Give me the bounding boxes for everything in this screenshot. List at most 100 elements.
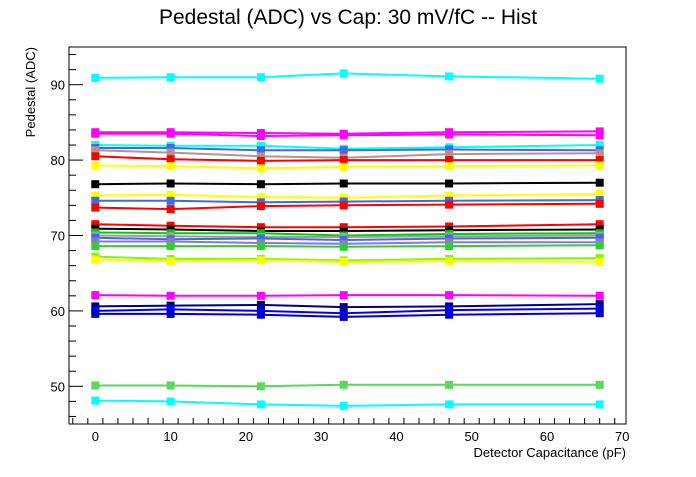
data-point <box>595 300 604 309</box>
series-line <box>95 234 600 238</box>
series-7 <box>91 152 604 165</box>
x-tick-label: 70 <box>615 429 629 444</box>
data-point <box>595 304 604 313</box>
data-point <box>445 291 454 300</box>
data-point <box>445 156 454 165</box>
data-point <box>595 74 604 83</box>
data-point <box>91 180 100 189</box>
data-point <box>166 144 175 152</box>
data-point <box>166 196 175 205</box>
series-line <box>95 303 600 309</box>
data-point <box>595 149 604 158</box>
data-point <box>91 129 100 138</box>
series-line <box>95 399 600 407</box>
series-line <box>95 227 600 232</box>
data-point <box>595 178 604 187</box>
x-tick-label: 20 <box>239 429 253 444</box>
data-point <box>339 303 348 312</box>
data-point <box>256 382 265 391</box>
data-point <box>256 193 265 201</box>
data-point <box>445 72 454 81</box>
data-point <box>445 200 454 209</box>
data-point <box>445 380 454 389</box>
data-point <box>256 242 265 251</box>
chart-title: Pedestal (ADC) vs Cap: 30 mV/fC -- Hist <box>159 6 537 29</box>
data-point <box>595 309 604 318</box>
series-line <box>95 244 600 248</box>
data-point <box>445 242 454 251</box>
data-point <box>256 156 265 165</box>
data-point <box>91 203 100 212</box>
data-point <box>256 164 265 173</box>
data-point <box>339 401 348 410</box>
data-point <box>91 309 100 318</box>
data-point <box>166 309 175 318</box>
data-point <box>91 237 100 246</box>
series-line <box>95 223 600 229</box>
series-line <box>95 255 600 262</box>
series-3 <box>91 129 604 140</box>
data-point <box>339 201 348 210</box>
series-25 <box>91 309 604 321</box>
data-point <box>91 161 100 170</box>
data-point <box>256 202 265 211</box>
y-tick-label: 90 <box>51 78 65 93</box>
data-point <box>91 255 100 264</box>
series-19 <box>91 241 604 251</box>
data-point <box>166 242 175 251</box>
series-line <box>95 383 600 388</box>
data-point <box>339 257 348 266</box>
data-point <box>445 150 454 159</box>
data-point <box>595 241 604 250</box>
data-point <box>91 381 100 390</box>
y-tick-label: 80 <box>51 153 65 168</box>
data-point <box>166 237 175 246</box>
y-axis-label: Pedestal (ADC) <box>23 47 38 137</box>
data-point <box>595 199 604 208</box>
data-point <box>91 302 100 311</box>
data-point <box>166 155 175 164</box>
data-point <box>339 242 348 251</box>
x-tick-label: 30 <box>314 429 328 444</box>
data-point <box>445 257 454 266</box>
data-point <box>166 257 175 266</box>
y-tick-label: 60 <box>51 304 65 319</box>
series-22 <box>91 291 604 300</box>
data-point <box>256 132 265 140</box>
series-line <box>95 72 600 80</box>
x-tick-label: 40 <box>389 429 403 444</box>
series-line <box>95 155 600 162</box>
data-point <box>256 146 265 155</box>
data-point <box>595 291 604 300</box>
data-point <box>166 190 175 199</box>
data-point <box>445 306 454 315</box>
series-line <box>95 181 600 186</box>
data-point <box>339 156 348 165</box>
y-tick-label: 50 <box>51 379 65 394</box>
data-point <box>91 152 100 161</box>
data-point <box>166 179 175 188</box>
series-line <box>95 164 600 170</box>
data-point <box>91 396 100 405</box>
x-tick-label: 10 <box>163 429 177 444</box>
data-point <box>91 146 100 155</box>
series-line <box>95 199 600 204</box>
data-point <box>595 161 604 170</box>
series-line <box>95 240 600 245</box>
data-point <box>595 233 604 242</box>
series-26 <box>91 380 604 391</box>
data-point <box>256 141 265 150</box>
data-point <box>91 291 100 300</box>
x-axis-label: Detector Capacitance (pF) <box>474 445 626 460</box>
data-point <box>166 381 175 390</box>
data-point <box>166 73 175 82</box>
data-point <box>256 152 265 161</box>
data-point <box>339 380 348 389</box>
series-line <box>95 132 600 138</box>
x-tick-label: 0 <box>92 429 99 444</box>
series-27 <box>91 396 604 410</box>
series-line <box>95 144 600 150</box>
series-1 <box>91 69 604 83</box>
data-point <box>445 400 454 409</box>
